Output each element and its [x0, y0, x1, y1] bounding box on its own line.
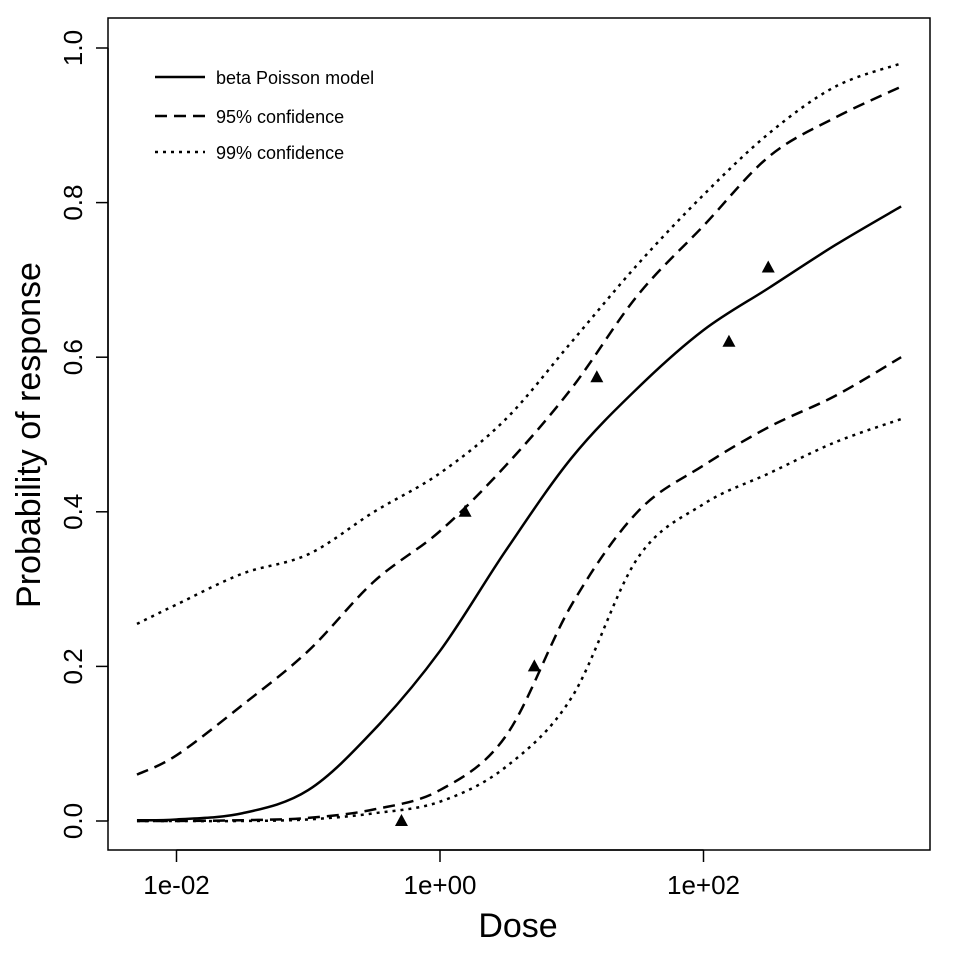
- x-axis: 1e-02 1e+00 1e+02: [143, 849, 740, 900]
- curve-dashed: [136, 85, 902, 776]
- observed-points: [394, 260, 775, 826]
- curve-dotted: [136, 417, 902, 823]
- y-tick-label: 0.2: [58, 648, 88, 684]
- legend-label: 99% confidence: [216, 143, 344, 163]
- legend: beta Poisson model 95% confidence 99% co…: [155, 68, 374, 163]
- curve-dashed: [136, 356, 902, 823]
- curve-solid: [136, 205, 902, 822]
- legend-label: 95% confidence: [216, 107, 344, 127]
- data-point-triangle: [458, 504, 472, 517]
- data-point-triangle: [527, 659, 541, 672]
- data-point-triangle: [590, 370, 604, 383]
- y-tick-label: 1.0: [58, 30, 88, 66]
- x-tick-label: 1e+02: [667, 870, 740, 900]
- data-point-triangle: [722, 334, 736, 347]
- y-axis: 0.0 0.2 0.4 0.6 0.8 1.0: [58, 30, 109, 839]
- data-point-triangle: [761, 260, 775, 273]
- x-tick-label: 1e+00: [403, 870, 476, 900]
- y-tick-label: 0.6: [58, 339, 88, 375]
- legend-label: beta Poisson model: [216, 68, 374, 88]
- x-tick-label: 1e-02: [143, 870, 210, 900]
- y-tick-label: 0.4: [58, 494, 88, 530]
- curves: [136, 62, 902, 823]
- y-axis-label: Probability of response: [10, 262, 48, 608]
- x-axis-label: Dose: [478, 907, 557, 945]
- y-tick-label: 0.8: [58, 185, 88, 221]
- y-tick-label: 0.0: [58, 803, 88, 839]
- data-point-triangle: [394, 814, 408, 826]
